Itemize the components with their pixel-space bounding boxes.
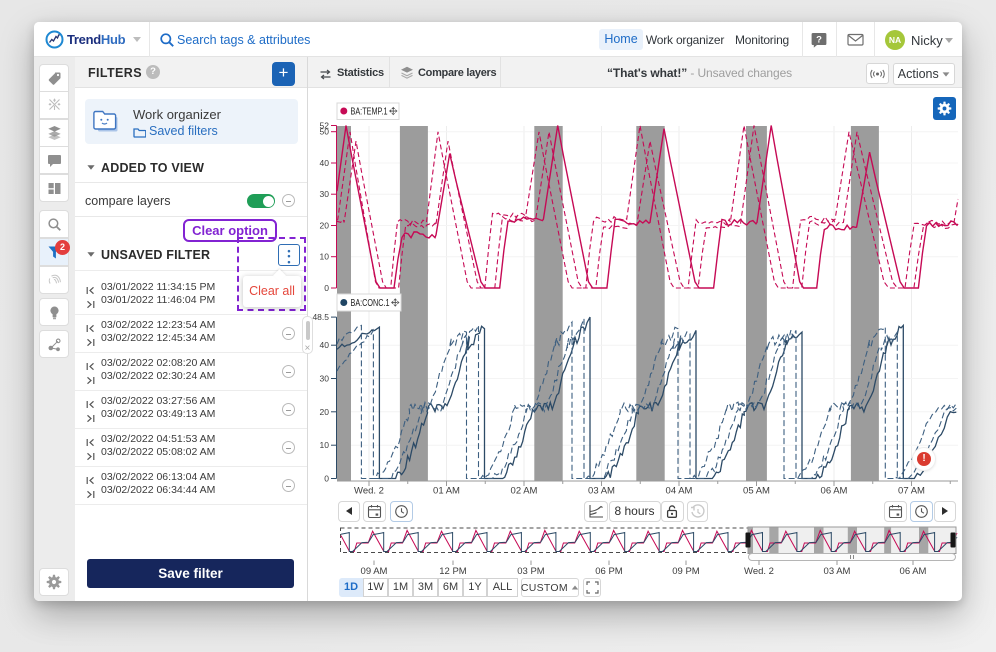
svg-text:50: 50 bbox=[320, 127, 330, 137]
svg-text:03 PM: 03 PM bbox=[517, 566, 545, 577]
svg-text:BA:TEMP.1: BA:TEMP.1 bbox=[351, 105, 388, 117]
svg-text:Wed. 2: Wed. 2 bbox=[354, 486, 384, 497]
svg-text:0: 0 bbox=[324, 474, 329, 484]
svg-text:09 PM: 09 PM bbox=[672, 566, 700, 577]
svg-text:02 AM: 02 AM bbox=[511, 486, 538, 497]
svg-text:48.5: 48.5 bbox=[312, 312, 329, 322]
svg-text:03 AM: 03 AM bbox=[824, 566, 851, 577]
svg-text:04 AM: 04 AM bbox=[666, 486, 693, 497]
svg-text:0: 0 bbox=[324, 283, 329, 293]
svg-text:05 AM: 05 AM bbox=[743, 486, 770, 497]
svg-text:30: 30 bbox=[320, 374, 330, 384]
svg-text:?: ? bbox=[816, 35, 822, 46]
svg-text:52: 52 bbox=[320, 121, 330, 131]
svg-text:07 AM: 07 AM bbox=[898, 486, 925, 497]
svg-text:40: 40 bbox=[320, 158, 330, 168]
svg-text:BA:CONC.1: BA:CONC.1 bbox=[351, 297, 390, 309]
svg-text:01 AM: 01 AM bbox=[433, 486, 460, 497]
svg-text:20: 20 bbox=[320, 221, 330, 231]
svg-text:09 AM: 09 AM bbox=[361, 566, 388, 577]
svg-text:10: 10 bbox=[320, 440, 330, 450]
svg-text:12 PM: 12 PM bbox=[439, 566, 467, 577]
svg-text:06 PM: 06 PM bbox=[595, 566, 623, 577]
svg-text:06 AM: 06 AM bbox=[900, 566, 927, 577]
svg-text:30: 30 bbox=[320, 189, 330, 199]
svg-text:10: 10 bbox=[320, 252, 330, 262]
svg-text:40: 40 bbox=[320, 340, 330, 350]
svg-text:03 AM: 03 AM bbox=[588, 486, 615, 497]
svg-text:06 AM: 06 AM bbox=[821, 486, 848, 497]
svg-text:20: 20 bbox=[320, 407, 330, 417]
svg-text:Wed. 2: Wed. 2 bbox=[744, 566, 774, 577]
